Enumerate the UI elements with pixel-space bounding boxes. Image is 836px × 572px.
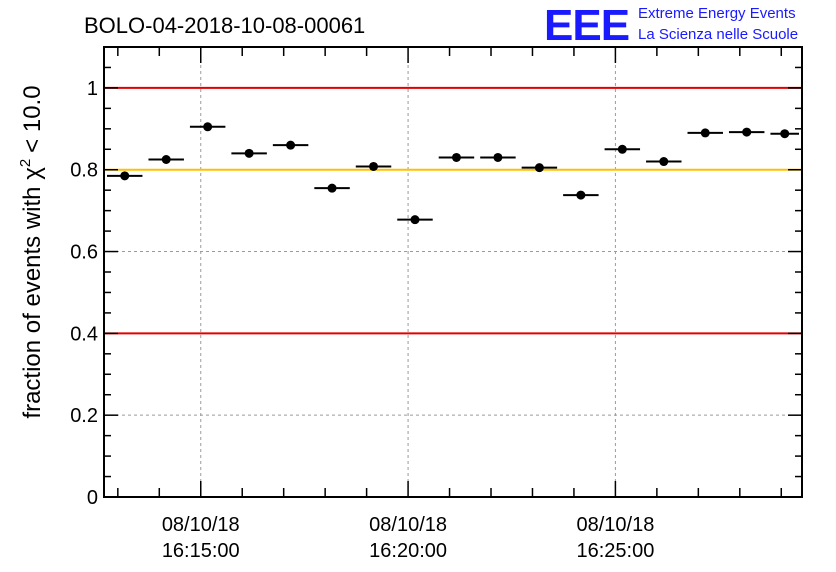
data-point	[286, 140, 296, 150]
data-point	[410, 215, 420, 225]
eee-logo: EEE Extreme Energy Events La Scienza nel…	[544, 1, 798, 50]
axes	[103, 46, 803, 498]
data-point	[203, 122, 213, 132]
data-point	[742, 127, 752, 137]
data-point	[161, 155, 171, 164]
data-point	[659, 157, 669, 167]
y-tick-label: 0.8	[70, 160, 98, 182]
x-tick-date-label: 08/10/18	[576, 514, 654, 536]
data-point	[327, 183, 337, 193]
y-tick-label: 1	[87, 78, 98, 100]
y-axis-label-superscript: 2	[17, 159, 34, 167]
data-point	[780, 129, 790, 139]
eee-logo-line2: La Scienza nelle Scuole	[638, 26, 798, 43]
data-point	[244, 148, 254, 158]
data-point	[120, 171, 130, 181]
data-point	[534, 163, 544, 173]
plot-frame	[103, 46, 803, 498]
y-axis-label-symbol: χ	[19, 167, 46, 180]
data-point	[451, 152, 461, 162]
x-tick-date-label: 08/10/18	[162, 514, 240, 536]
y-tick-label: 0.2	[70, 405, 98, 427]
eee-logo-line1: Extreme Energy Events	[638, 5, 796, 22]
y-tick-labels: 0 0.2 0.4 0.6 0.8 1	[70, 78, 98, 509]
data-point	[493, 152, 503, 162]
x-tick-date-label: 08/10/18	[369, 514, 447, 536]
y-tick-label: 0.6	[70, 242, 98, 264]
data-point	[369, 161, 379, 171]
data-points	[107, 122, 799, 225]
data-point	[700, 128, 710, 138]
x-tick-time-label: 16:25:00	[576, 540, 654, 562]
x-tick-time-label: 16:15:00	[162, 540, 240, 562]
grid-lines	[104, 47, 802, 497]
y-tick-label: 0	[87, 487, 98, 509]
reference-lines	[104, 86, 802, 335]
chart-title: BOLO-04-2018-10-08-00061	[84, 13, 365, 38]
y-tick-label: 0.4	[70, 323, 98, 345]
y-axis-label: fraction of events with χ2 < 10.0	[17, 85, 46, 418]
x-tick-labels: 08/10/18 16:15:00 08/10/18 16:20:00 08/10/18…	[162, 514, 655, 562]
data-point	[576, 190, 586, 200]
eee-logo-mark: EEE	[544, 1, 629, 50]
x-tick-time-label: 16:20:00	[369, 540, 447, 562]
y-axis-label-text: fraction of events with	[19, 186, 46, 418]
data-point	[617, 144, 627, 154]
y-axis-label-tail: < 10.0	[19, 85, 46, 152]
